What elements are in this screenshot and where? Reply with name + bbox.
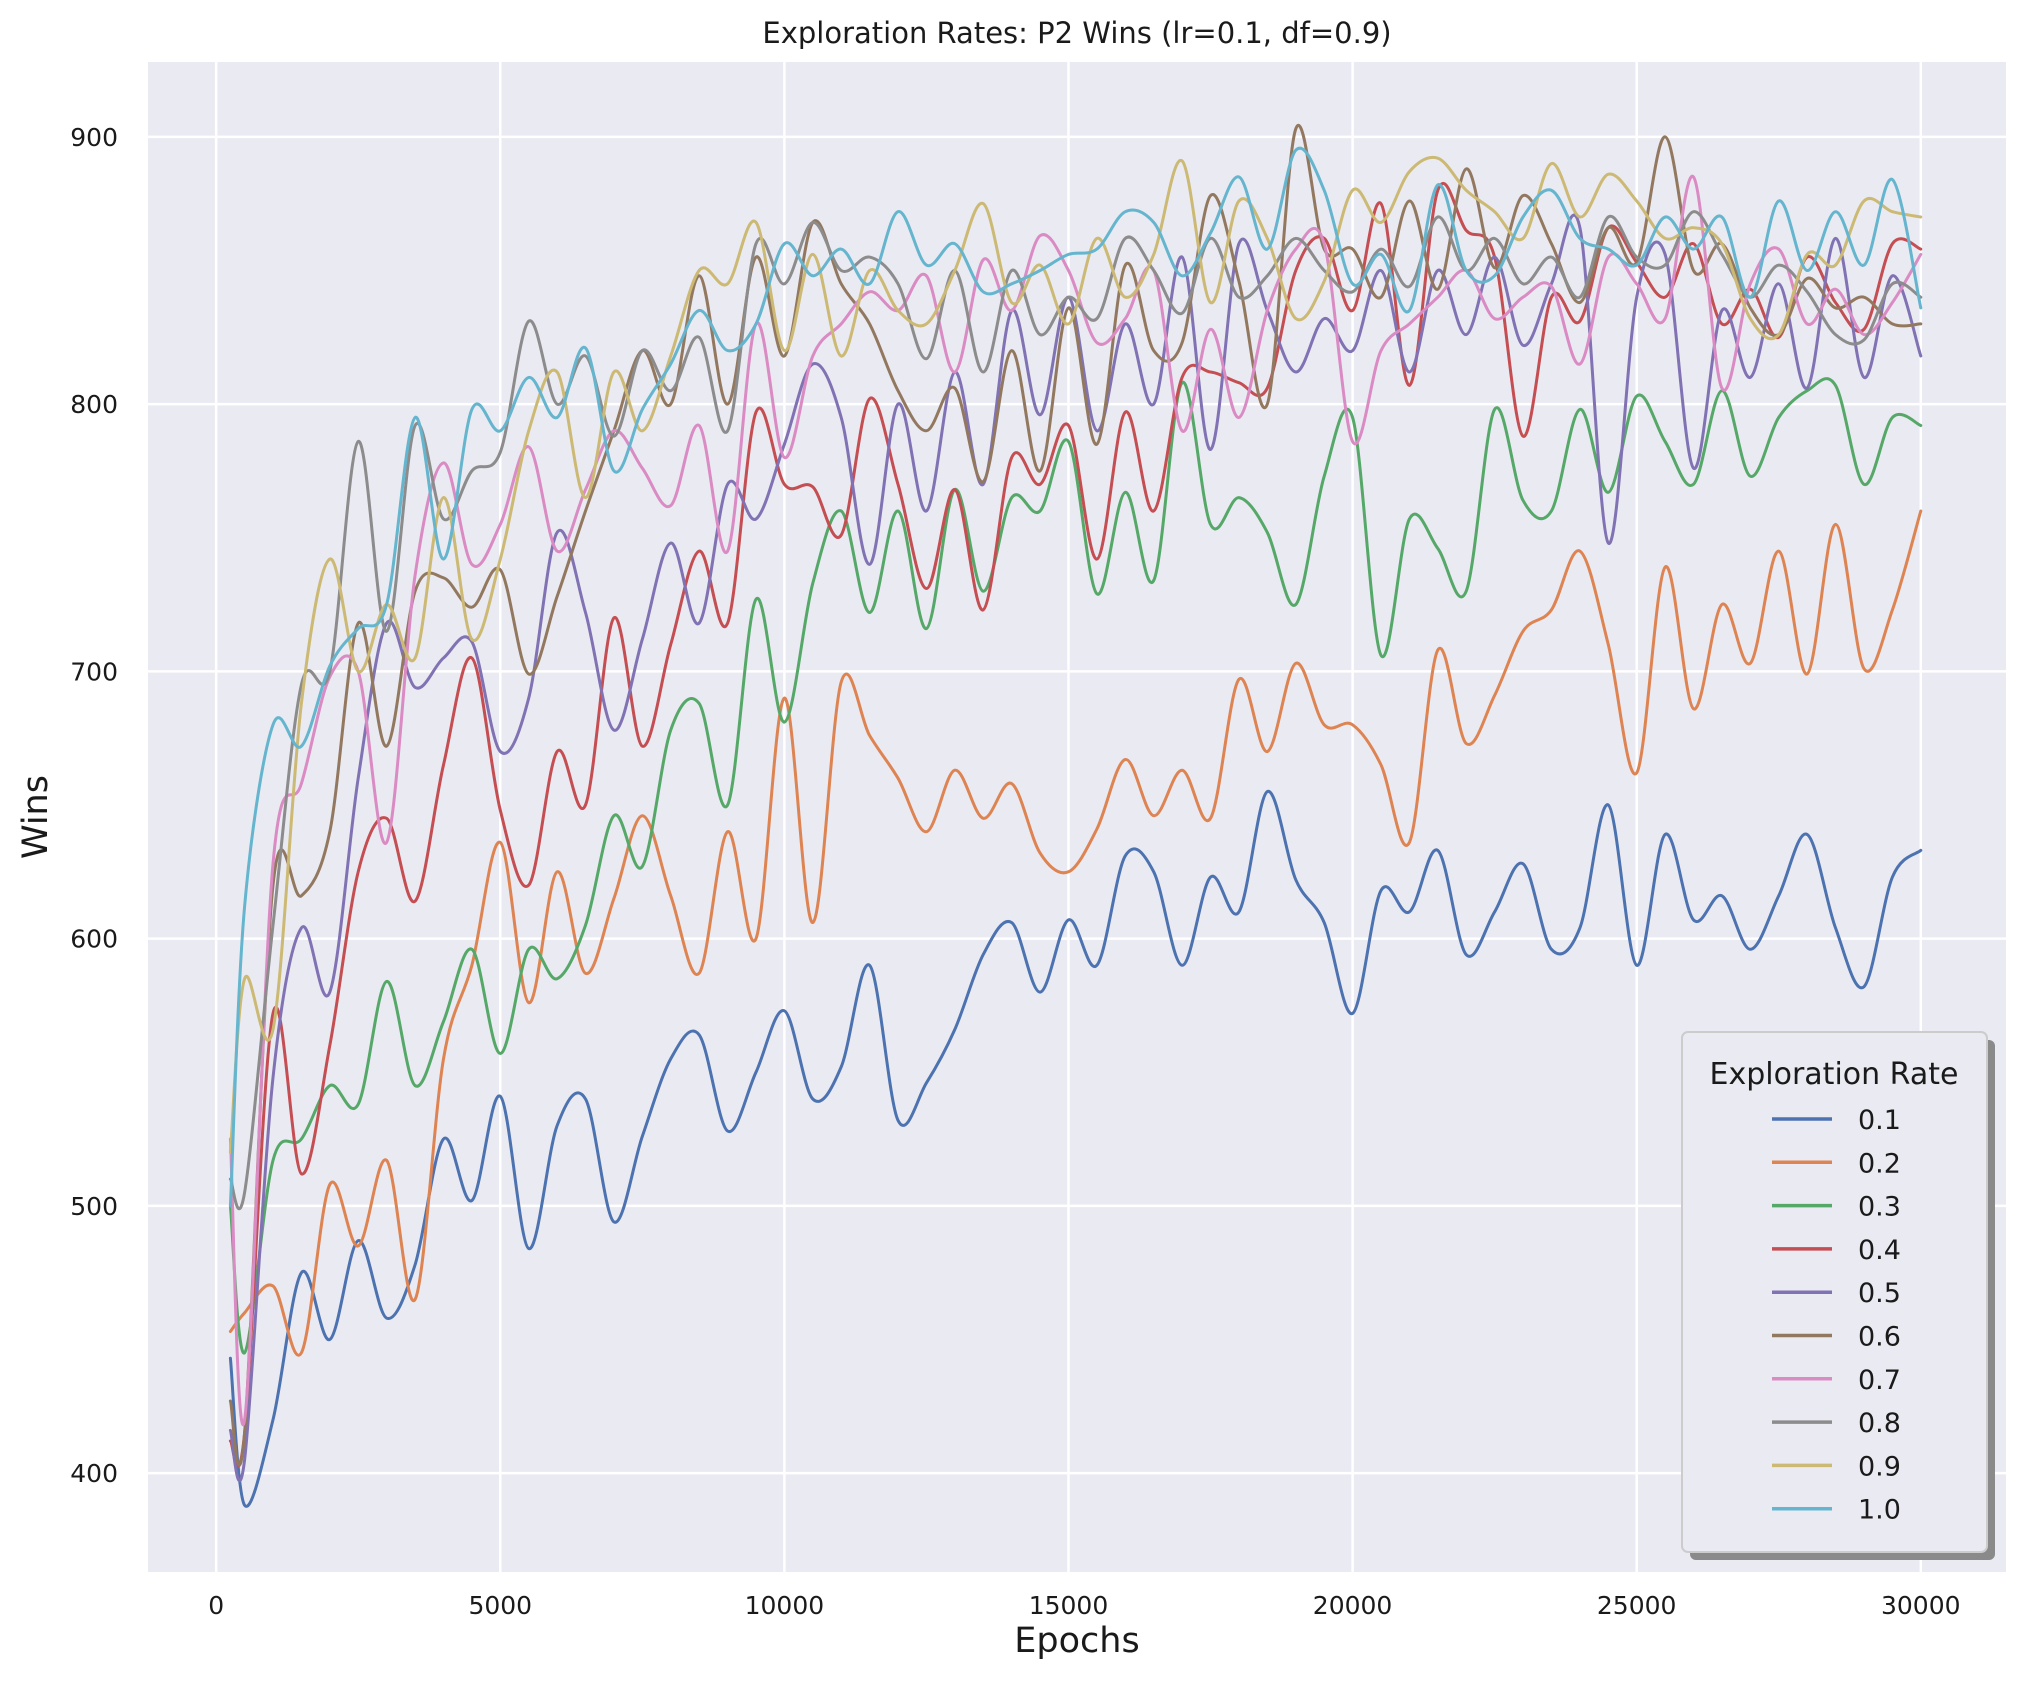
legend-label: 0.2 xyxy=(1858,1148,1901,1179)
legend-box xyxy=(1681,1031,1988,1553)
series-line-0.4 xyxy=(228,181,1923,1468)
x-tick-label: 0 xyxy=(208,1591,224,1620)
y-tick-label: 400 xyxy=(70,1459,118,1488)
legend-label: 0.6 xyxy=(1858,1322,1901,1353)
y-tick-label: 700 xyxy=(70,657,118,686)
x-tick-label: 30000 xyxy=(1881,1591,1961,1620)
series-line-0.9 xyxy=(228,155,1923,1154)
y-tick-label: 900 xyxy=(70,123,118,152)
legend-label: 0.9 xyxy=(1858,1451,1901,1482)
legend-items: 0.1 0.2 0.3 0.4 0.5 0.6 0.7 0.8 0.9 1.0 xyxy=(1772,1105,1901,1526)
x-tick-label: 25000 xyxy=(1597,1591,1677,1620)
y-tick-label: 500 xyxy=(70,1192,118,1221)
legend-label: 0.7 xyxy=(1858,1365,1901,1396)
tick-labels: 0 5000 10000 15000 20000 25000 30000 400 500 600 7… xyxy=(70,123,1960,1620)
series-lines xyxy=(228,124,1923,1508)
legend: Exploration Rate 0.10.20.30.40.50.60.70.… xyxy=(1681,1031,1995,1560)
y-tick-label: 800 xyxy=(70,390,118,419)
series-line-0.8 xyxy=(228,210,1923,1211)
x-tick-label: 10000 xyxy=(745,1591,825,1620)
y-tick-label: 600 xyxy=(70,925,118,954)
series-line-0.3 xyxy=(228,377,1923,1355)
legend-label: 0.1 xyxy=(1858,1105,1901,1136)
x-tick-label: 5000 xyxy=(468,1591,532,1620)
legend-label: 1.0 xyxy=(1858,1495,1901,1526)
chart-title: Exploration Rates: P2 Wins (lr=0.1, df=0… xyxy=(762,16,1391,50)
legend-label: 0.5 xyxy=(1858,1278,1901,1309)
series-line-0.6 xyxy=(228,124,1923,1467)
legend-label: 0.4 xyxy=(1858,1235,1901,1266)
legend-label: 0.3 xyxy=(1858,1192,1901,1223)
legend-label: 0.8 xyxy=(1858,1408,1901,1439)
x-tick-label: 20000 xyxy=(1313,1591,1393,1620)
y-axis-label: Wins xyxy=(16,775,56,859)
series-line-1.0 xyxy=(228,146,1923,1208)
grid-lines xyxy=(148,62,2006,1572)
x-axis-label: Epochs xyxy=(1014,1621,1139,1661)
x-tick-label: 15000 xyxy=(1029,1591,1109,1620)
series-line-0.2 xyxy=(228,509,1923,1357)
legend-title: Exploration Rate xyxy=(1710,1057,1959,1092)
series-line-0.1 xyxy=(228,790,1923,1508)
